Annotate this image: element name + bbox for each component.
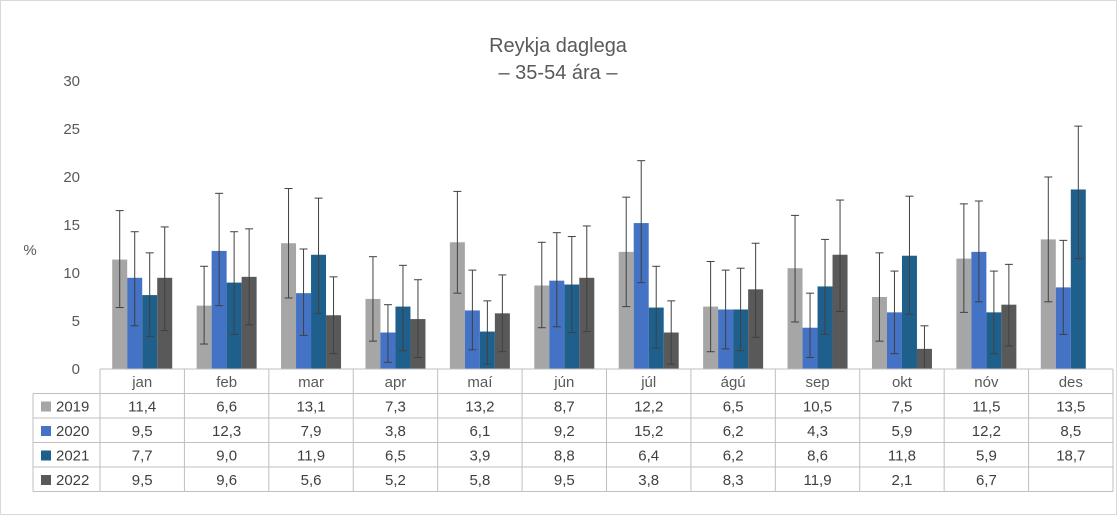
- bar: [971, 251, 987, 369]
- x-tick-label: des: [1059, 374, 1083, 391]
- data-label: 5,9: [976, 448, 997, 465]
- x-tick-label: sep: [805, 374, 829, 391]
- data-label: 9,0: [216, 448, 237, 465]
- y-tick-label: 30: [63, 73, 80, 90]
- data-label: 2,1: [892, 472, 913, 489]
- data-label: 5,9: [892, 423, 913, 440]
- data-label: 8,3: [723, 472, 744, 489]
- data-label: 7,7: [132, 448, 153, 465]
- legend-swatch: [41, 450, 51, 461]
- data-label: 9,5: [554, 472, 575, 489]
- x-tick-label: jún: [553, 374, 574, 391]
- x-tick-label: jan: [131, 374, 152, 391]
- data-label: 4,3: [807, 423, 828, 440]
- y-tick-label: 10: [63, 265, 80, 282]
- y-tick-label: 20: [63, 169, 80, 186]
- data-label: 6,7: [976, 472, 997, 489]
- bar: [956, 258, 972, 369]
- data-label: 13,5: [1056, 399, 1085, 416]
- legend-label: 2021: [56, 448, 89, 465]
- data-label: 6,2: [723, 448, 744, 465]
- data-label: 6,6: [216, 399, 237, 416]
- data-label: 8,5: [1060, 423, 1081, 440]
- legend-swatch: [41, 475, 51, 485]
- bar: [112, 259, 128, 369]
- x-tick-label: júl: [640, 374, 656, 391]
- data-label: 7,3: [385, 399, 406, 416]
- data-label: 10,5: [803, 399, 832, 416]
- legend-swatch: [41, 426, 51, 436]
- bar: [1070, 189, 1086, 369]
- legend-swatch: [41, 401, 51, 412]
- data-label: 9,2: [554, 423, 575, 440]
- data-label: 11,5: [972, 399, 1000, 416]
- legend-label: 2019: [56, 399, 89, 416]
- data-label: 9,6: [216, 472, 237, 489]
- data-label: 6,2: [723, 423, 744, 440]
- data-label: 8,6: [807, 448, 828, 465]
- data-label: 5,6: [301, 472, 322, 489]
- data-label: 6,5: [385, 448, 406, 465]
- data-label: 3,9: [469, 448, 490, 465]
- bar: [633, 223, 649, 369]
- data-label: 11,9: [297, 448, 325, 465]
- data-label: 6,1: [469, 423, 490, 440]
- y-tick-label: 25: [63, 121, 80, 138]
- bar: [211, 250, 227, 369]
- data-label: 6,5: [723, 399, 744, 416]
- x-tick-label: okt: [892, 374, 913, 391]
- data-label: 11,9: [803, 472, 831, 489]
- x-tick-label: maí: [467, 374, 493, 391]
- data-label: 11,8: [888, 448, 916, 465]
- data-label: 13,2: [465, 399, 494, 416]
- x-tick-label: feb: [216, 374, 237, 391]
- x-tick-label: ágú: [721, 374, 746, 391]
- y-tick-label: 5: [72, 313, 80, 330]
- y-tick-label: 15: [63, 217, 80, 234]
- data-label: 3,8: [385, 423, 406, 440]
- x-tick-label: nóv: [974, 374, 999, 391]
- data-label: 9,5: [132, 472, 153, 489]
- data-label: 8,7: [554, 399, 575, 416]
- data-label: 8,8: [554, 448, 575, 465]
- x-tick-label: apr: [385, 374, 407, 391]
- data-label: 5,2: [385, 472, 406, 489]
- x-tick-label: mar: [298, 374, 324, 391]
- data-label: 6,4: [638, 448, 659, 465]
- bar: [618, 251, 634, 369]
- chart-title: Reykja daglega: [489, 35, 628, 57]
- data-label: 7,9: [301, 423, 322, 440]
- data-label: 7,5: [892, 399, 913, 416]
- bar: [281, 243, 297, 369]
- y-axis-label: %: [23, 242, 36, 259]
- bar: [1040, 239, 1056, 369]
- data-label: 18,7: [1056, 448, 1085, 465]
- legend-label: 2022: [56, 472, 89, 489]
- data-label: 5,8: [469, 472, 490, 489]
- bar: [449, 242, 465, 369]
- data-label: 3,8: [638, 472, 659, 489]
- data-label: 15,2: [634, 423, 663, 440]
- data-label: 12,2: [972, 423, 1001, 440]
- data-label: 9,5: [132, 423, 153, 440]
- legend-label: 2020: [56, 423, 89, 440]
- data-label: 12,3: [212, 423, 241, 440]
- chart-subtitle: – 35-54 ára –: [499, 62, 619, 84]
- data-label: 12,2: [634, 399, 663, 416]
- data-label: 13,1: [296, 399, 325, 416]
- data-label: 11,4: [128, 399, 156, 416]
- y-tick-label: 0: [72, 361, 80, 378]
